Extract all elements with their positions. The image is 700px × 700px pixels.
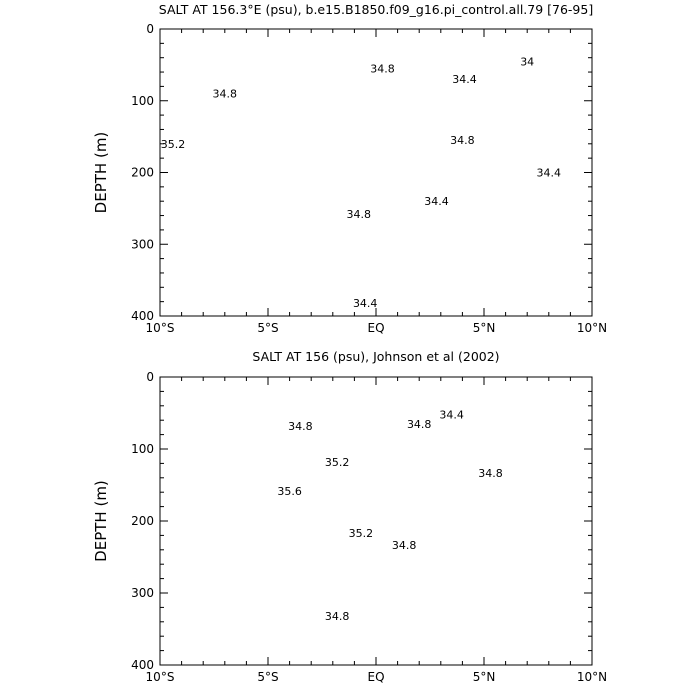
panel-top: 34 34.8 34.4 34.8 35.2 34.8 34.4 34.8 34.4 34.4 10… [92,2,607,335]
plot-frame [159,376,593,666]
contour-label: 35.2 [161,138,186,151]
contour-label: 34.8 [325,610,350,623]
x-tick-label: 10°N [577,321,607,335]
contour-band-6 [160,77,424,213]
x-tick-label: 10°N [577,670,607,684]
panel-bottom: 34.8 34.4 34.8 35.2 35.6 34.8 35.2 34.8 34.8 10°S… [92,349,607,684]
x-tick-label: 5°S [257,321,278,335]
chart-title: SALT AT 156.3°E (psu), b.e15.B1850.f09_g… [159,2,593,17]
y-tick-label: 400 [131,309,154,323]
contour-label: 34.8 [288,420,313,433]
contour-band-1 [462,377,544,414]
contour-label: 34.8 [478,467,503,480]
contour-label: 34.8 [346,208,371,221]
y-tick-label: 100 [131,442,154,456]
contour-label: 34.8 [407,418,432,431]
x-tick-label: 5°S [257,670,278,684]
contour-band-2 [536,377,545,406]
y-tick-label: 400 [131,658,154,672]
x-tick-label: EQ [367,670,384,684]
missing-data-band [302,133,314,316]
y-tick-label: 100 [131,94,154,108]
contour-label: 34.8 [450,134,475,147]
contour-label: 35.6 [277,485,302,498]
y-tick-label: 0 [146,370,154,384]
contour-band-4 [268,414,419,601]
contour-label: 35.2 [325,456,350,469]
x-tick-label: 10°S [146,670,175,684]
contour-label: 34 [520,55,534,68]
y-axis-label: DEPTH (m) [92,132,110,214]
x-tick-label: EQ [367,321,384,335]
contour-band-6 [268,463,337,544]
contour-label: 34.4 [424,195,449,208]
contour-label: 34.8 [392,539,417,552]
x-tick-label: 10°S [146,321,175,335]
contour-label: 34.8 [213,88,238,101]
contour-label: 35.2 [349,527,374,540]
contour-label: 34.4 [452,73,477,86]
y-tick-label: 200 [131,514,154,528]
contour-band-3 [488,218,592,261]
y-axis-label: DEPTH (m) [92,480,110,562]
x-tick-label: 5°N [473,670,496,684]
contour-band-2 [488,256,592,316]
contour-label: 34.4 [439,408,464,421]
y-tick-label: 200 [131,166,154,180]
surface-strip [268,377,549,380]
y-tick-label: 300 [131,586,154,600]
contour-label: 34.4 [353,297,378,310]
x-tick-label: 5°N [473,321,496,335]
contour-band-1 [478,32,592,89]
y-tick-label: 300 [131,237,154,251]
chart-title: SALT AT 156 (psu), Johnson et al (2002) [252,349,499,364]
y-tick-label: 0 [146,22,154,36]
contour-label: 34.8 [370,62,395,75]
contour-label: 34.4 [537,167,562,180]
